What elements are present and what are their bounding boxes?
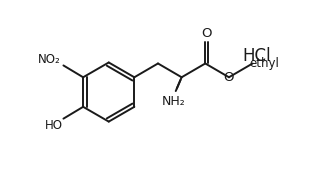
Text: O: O bbox=[201, 27, 211, 40]
Text: HCl: HCl bbox=[242, 47, 271, 65]
Text: NH₂: NH₂ bbox=[162, 95, 186, 108]
Text: NO₂: NO₂ bbox=[38, 53, 61, 66]
Text: ethyl: ethyl bbox=[250, 57, 279, 70]
Text: HO: HO bbox=[45, 119, 63, 132]
Text: O: O bbox=[224, 71, 234, 84]
